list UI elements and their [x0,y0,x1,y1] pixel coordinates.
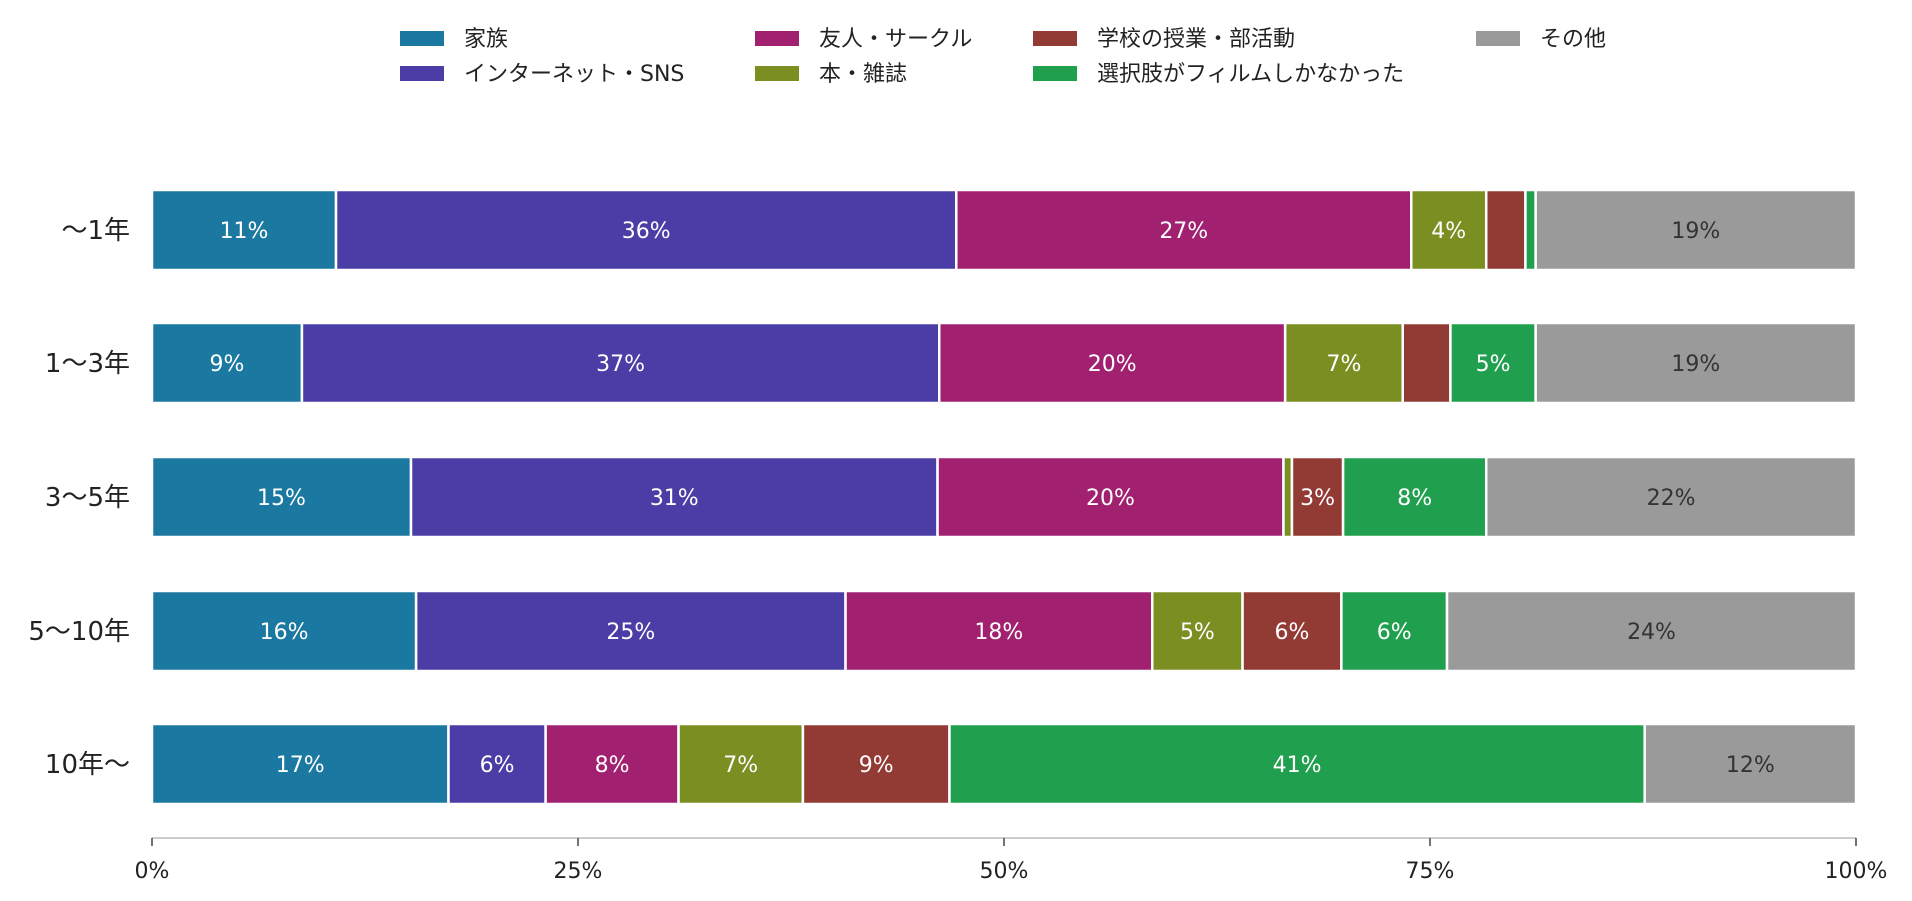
legend-item: インターネット・SNS [400,62,684,87]
bar-segment [1484,455,1858,539]
x-tick-label: 100% [1825,859,1888,884]
data-label: 3% [1300,486,1335,511]
bar-segment [1401,321,1452,405]
bar-segment [1534,188,1858,272]
y-axis: 〜1年 1〜3年 3〜5年 5〜10年 10年〜 [28,216,130,780]
category-label: 10年〜 [45,750,130,780]
bar-segment [334,188,958,272]
legend-label: 学校の授業・部活動 [1097,27,1295,52]
data-label: 5% [1180,620,1215,645]
bar-segment [1341,455,1488,539]
bar-segment [150,321,304,405]
bar-segment [801,722,951,806]
bar-segment [1283,321,1404,405]
data-label: 18% [974,620,1023,645]
bar-segment [844,589,1154,673]
legend-swatch [400,31,444,46]
x-axis: 0% 25% 50% 75% 100% [135,837,1888,884]
bar-segment [1445,589,1858,673]
category-label: 5〜10年 [28,617,130,647]
bar-segment [1524,188,1537,272]
legend-label: インターネット・SNS [464,62,684,87]
data-label: 31% [650,486,699,511]
data-label: 22% [1647,486,1696,511]
legend-swatch [1033,31,1077,46]
x-tick-label: 75% [1406,859,1455,884]
data-label: 24% [1627,620,1676,645]
legend-item: 家族 [400,27,508,52]
bar-segment [1534,321,1858,405]
data-label: 20% [1088,352,1137,377]
legend-label: 友人・サークル [819,27,972,52]
bar-segment [955,188,1413,272]
data-label: 7% [723,753,758,778]
data-label: 5% [1476,352,1511,377]
legend-swatch [400,66,444,81]
data-label: 16% [260,620,309,645]
legend-label: 家族 [464,27,508,52]
legend-item: 選択肢がフィルムしかなかった [1033,62,1404,87]
data-label: 6% [480,753,515,778]
data-label: 36% [622,219,671,244]
data-label: 7% [1326,352,1361,377]
data-label: 27% [1159,219,1208,244]
legend-item: 友人・サークル [755,27,972,52]
legend-item: その他 [1476,27,1606,52]
bar-segment [544,722,680,806]
legend-label: 選択肢がフィルムしかなかった [1097,62,1404,87]
legend-item: 学校の授業・部活動 [1033,27,1295,52]
data-label: 20% [1086,486,1135,511]
bar-segment [414,589,847,673]
bar-segment [1282,455,1294,539]
bar-segment [1340,589,1449,673]
bar-segment [150,188,338,272]
data-label: 11% [220,219,269,244]
x-tick-label: 25% [554,859,603,884]
legend-swatch [1033,66,1077,81]
data-label: 17% [276,753,325,778]
data-label: 41% [1273,753,1322,778]
bar-segment [1150,589,1244,673]
bars: 11% 36% 27% 4% 19% 9% 37% 20% 7% 5% 19% 15% 31% 20% 3%… [150,188,1858,806]
x-tick-label: 50% [980,859,1029,884]
legend-swatch [1476,31,1520,46]
bar-segment [150,455,413,539]
bar-segment [409,455,939,539]
bar-segment [937,321,1287,405]
legend-swatch [755,66,799,81]
data-label: 4% [1431,219,1466,244]
bar-segment [936,455,1285,539]
bar-segment [1484,188,1527,272]
category-label: 〜1年 [61,216,130,246]
bar-segment [677,722,805,806]
x-tick-label: 0% [135,859,170,884]
legend-label: 本・雑誌 [819,62,907,87]
bar-segment [150,722,450,806]
data-label: 8% [595,753,630,778]
bar-segment [1241,589,1343,673]
legend-label: その他 [1540,27,1606,52]
bar-segment [1449,321,1537,405]
data-label: 6% [1377,620,1412,645]
data-label: 19% [1671,219,1720,244]
data-label: 8% [1397,486,1432,511]
data-label: 9% [859,753,894,778]
data-label: 37% [596,352,645,377]
bar-segment [300,321,941,405]
legend-swatch [755,31,799,46]
data-label: 12% [1726,753,1775,778]
data-label: 19% [1671,352,1720,377]
bar-segment [150,589,418,673]
data-label: 9% [210,352,245,377]
legend-item: 本・雑誌 [755,62,907,87]
data-label: 15% [257,486,306,511]
category-label: 3〜5年 [45,483,130,513]
bar-segment [1643,722,1858,806]
data-label: 6% [1275,620,1310,645]
data-label: 25% [606,620,655,645]
category-label: 1〜3年 [45,349,130,379]
